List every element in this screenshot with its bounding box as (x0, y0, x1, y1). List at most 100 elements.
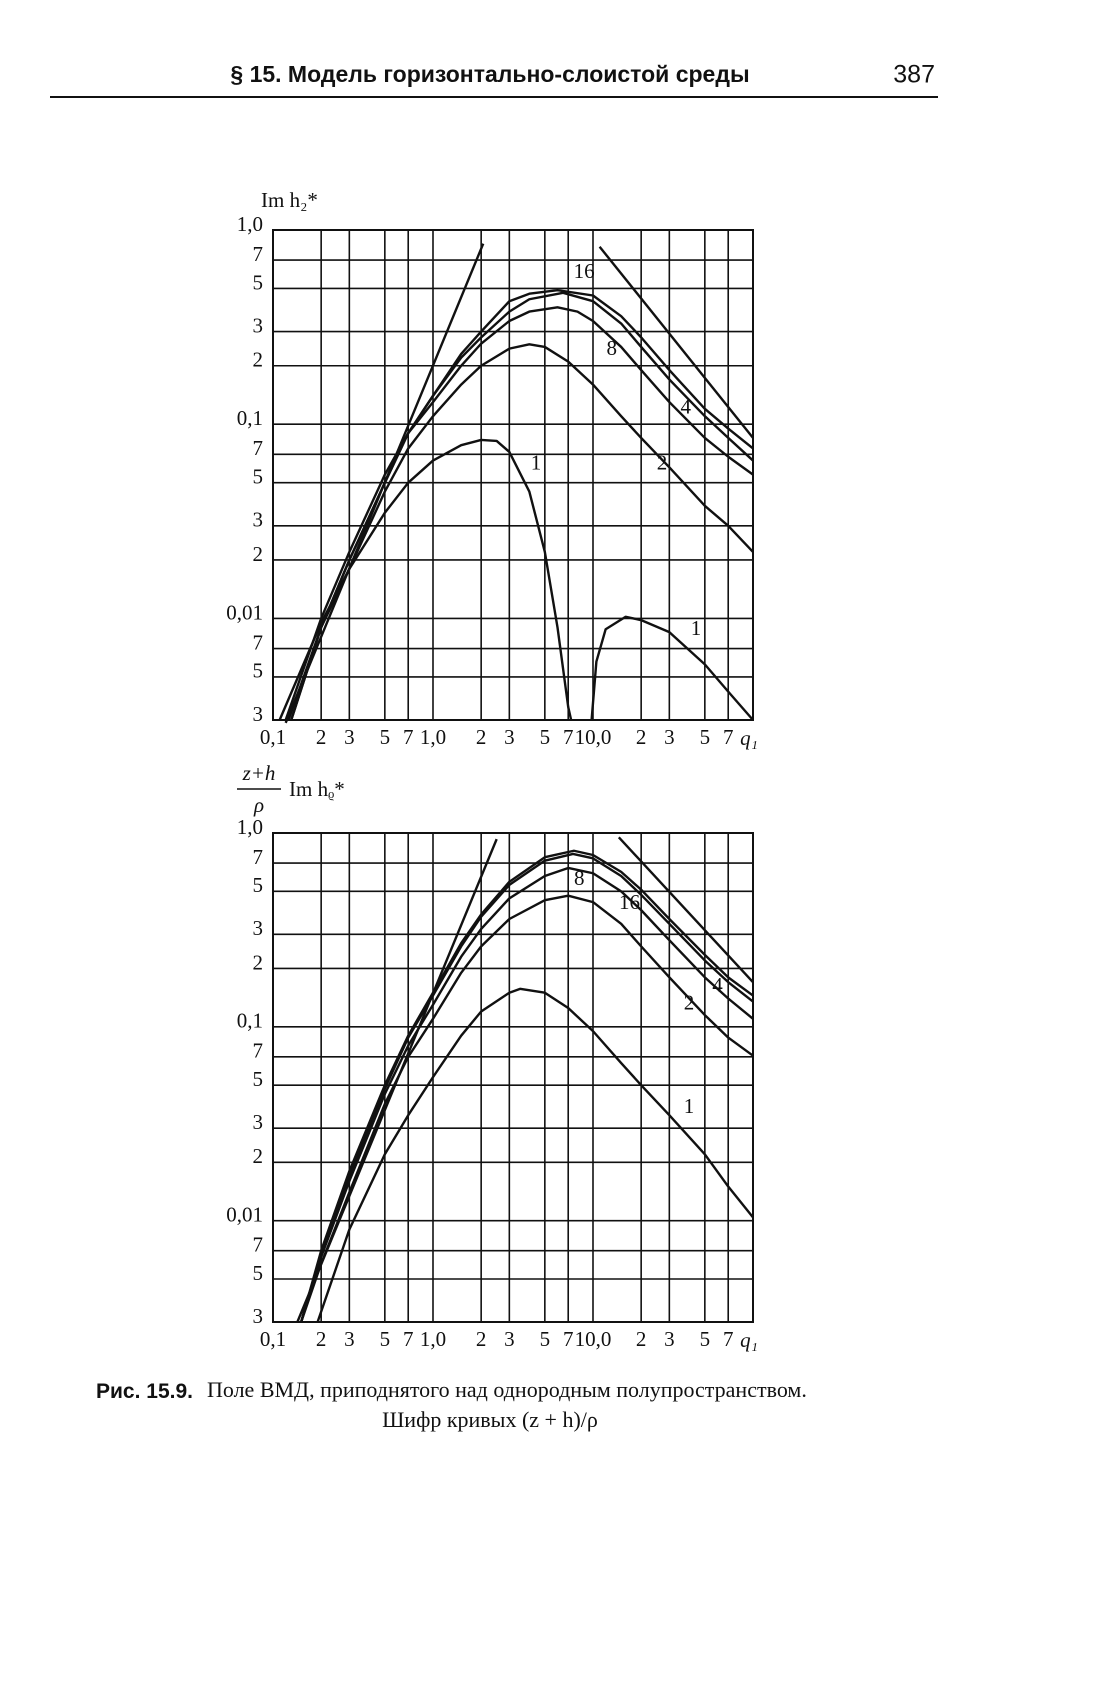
y-tick-label: 0,1 (237, 406, 263, 430)
curve-label: 16 (619, 890, 640, 914)
y-tick-label: 7 (253, 1232, 264, 1256)
x-axis-label: q₁ (740, 726, 758, 750)
chart: 0,1 2 3 5 7 1,0 2 3 5 7 10,0 2 3 5 71,075320,175320,01… (226, 761, 758, 1352)
plot-frame (272, 832, 754, 1323)
x-tick-label: 1,0 (420, 725, 446, 749)
curve (284, 243, 485, 724)
y-tick-label: 3 (253, 916, 264, 940)
y-tick-label: 7 (253, 845, 264, 869)
x-tick-label: 0,1 (260, 1327, 286, 1351)
y-tick-label: 5 (253, 1067, 264, 1091)
caption-line: Шифр кривых (z + h)/ρ (382, 1407, 598, 1432)
curve (300, 849, 754, 1323)
x-tick-label: 3 (504, 725, 515, 749)
x-tick-label: 5 (380, 725, 391, 749)
y-tick-label: 5 (253, 465, 264, 489)
x-tick-label: 3 (344, 1327, 355, 1351)
y-tick-label: 5 (253, 270, 264, 294)
curve-label: 2 (684, 991, 695, 1015)
y-tick-label: 2 (253, 950, 264, 974)
y-tick-label: 7 (253, 436, 264, 460)
x-tick-label: 10,0 (575, 725, 612, 749)
x-tick-label: 5 (700, 1327, 711, 1351)
curve (287, 343, 754, 721)
x-tick-label: 5 (700, 725, 711, 749)
x-tick-label: 7 (723, 1327, 734, 1351)
y-axis-label: Im h₂* (261, 188, 318, 212)
x-tick-label: 5 (540, 1327, 551, 1351)
x-tick-label: 1,0 (420, 1327, 446, 1351)
curve-label: 8 (574, 866, 585, 890)
curve-label: 8 (607, 336, 618, 360)
y-tick-label: 1,0 (237, 815, 263, 839)
chart: 0,1 2 3 5 7 1,0 2 3 5 7 10,0 2 3 5 71,075320,175320,01… (226, 188, 758, 750)
x-tick-label: 3 (344, 725, 355, 749)
y-tick-label: 0,01 (226, 1202, 263, 1226)
x-tick-label: 0,1 (260, 725, 286, 749)
x-tick-label: 7 (723, 725, 734, 749)
y-tick-label: 3 (253, 1304, 264, 1328)
y-tick-label: 1,0 (237, 212, 263, 236)
curve (300, 894, 754, 1323)
y-tick-label: 3 (253, 313, 264, 337)
curve-label: 1 (684, 1094, 695, 1118)
y-tick-label: 3 (253, 1110, 264, 1134)
y-tick-label: 5 (253, 659, 264, 683)
y-tick-label: 3 (253, 702, 264, 726)
x-tick-label: 7 (403, 725, 414, 749)
x-tick-label: 10,0 (575, 1327, 612, 1351)
curve-label: 4 (712, 973, 723, 997)
x-tick-label: 7 (403, 1327, 414, 1351)
caption-text: Поле ВМД, приподнятого над однородным по… (207, 1377, 807, 1402)
x-tick-label: 3 (504, 1327, 515, 1351)
x-tick-label: 2 (316, 1327, 327, 1351)
x-tick-label: 2 (476, 725, 487, 749)
y-label-numerator: z+h (242, 761, 276, 785)
y-tick-label: 0,01 (226, 600, 263, 624)
x-tick-label: 2 (636, 725, 647, 749)
curve (300, 866, 754, 1323)
x-tick-label: 2 (316, 725, 327, 749)
curve (300, 852, 754, 1323)
x-tick-label: 7 (563, 1327, 574, 1351)
curve-label: 16 (574, 259, 595, 283)
y-tick-label: 7 (253, 242, 264, 266)
curve (617, 836, 754, 983)
caption-label: Рис. 15.9. (96, 1380, 193, 1403)
curve-label: 1 (531, 450, 542, 474)
curve (284, 306, 754, 721)
curve (296, 838, 498, 1323)
plot-frame (272, 229, 754, 721)
y-label-denominator: ρ (253, 793, 264, 817)
curve (316, 987, 754, 1323)
y-tick-label: 5 (253, 1261, 264, 1285)
x-axis-label: q₁ (740, 1328, 758, 1352)
y-axis-label: Im hᵨ* (289, 777, 345, 801)
x-tick-label: 2 (476, 1327, 487, 1351)
y-tick-label: 7 (253, 630, 264, 654)
y-tick-label: 2 (253, 1144, 264, 1168)
curve-label: 2 (657, 450, 668, 474)
x-tick-label: 3 (664, 725, 675, 749)
running-header: § 15. Модель горизонтально-слоистой сред… (230, 61, 749, 87)
y-tick-label: 2 (253, 542, 264, 566)
curve-label: 4 (681, 395, 692, 419)
curve (278, 438, 754, 721)
x-tick-label: 2 (636, 1327, 647, 1351)
x-tick-label: 7 (563, 725, 574, 749)
page-number: 387 (893, 61, 935, 89)
y-tick-label: 2 (253, 348, 264, 372)
y-tick-label: 3 (253, 508, 264, 532)
curve (598, 245, 754, 439)
y-tick-label: 5 (253, 873, 264, 897)
y-tick-label: 0,1 (237, 1009, 263, 1033)
x-tick-label: 3 (664, 1327, 675, 1351)
curve-label: 1 (691, 616, 702, 640)
x-tick-label: 5 (380, 1327, 391, 1351)
figure-caption: Рис. 15.9. Поле ВМД, приподнятого над одн… (96, 1377, 807, 1403)
x-tick-label: 5 (540, 725, 551, 749)
y-tick-label: 7 (253, 1039, 264, 1063)
